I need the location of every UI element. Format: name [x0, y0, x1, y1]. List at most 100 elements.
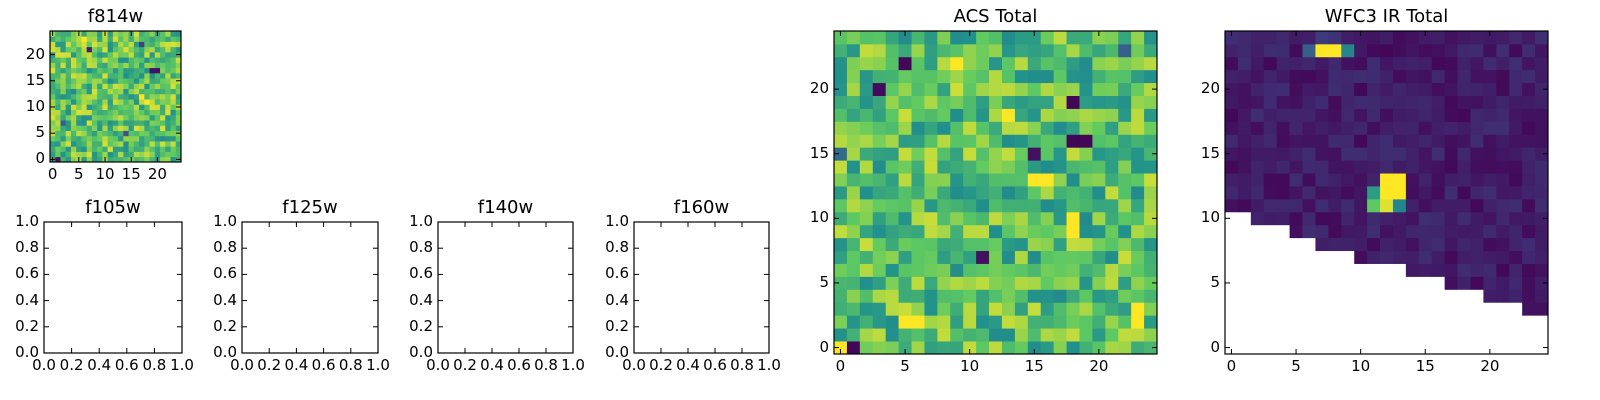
heatmap-cell: [1225, 43, 1239, 58]
y-tick-label: 20: [809, 79, 829, 98]
heatmap-cell: [91, 99, 98, 105]
x-tick-label: 0.4: [87, 356, 112, 374]
heatmap-cell: [112, 41, 119, 48]
heatmap-cell: [1263, 134, 1278, 148]
y-tick-label: 20: [25, 44, 45, 63]
heatmap-cell: [102, 135, 109, 142]
heatmap-cell: [154, 78, 161, 84]
heatmap-cell: [1027, 186, 1042, 200]
heatmap-cell: [97, 151, 103, 158]
heatmap-cell: [1367, 82, 1381, 96]
heatmap-cell: [112, 146, 119, 152]
heatmap-cell: [139, 135, 145, 142]
heatmap-cell: [1092, 250, 1106, 264]
heatmap-cell: [76, 46, 82, 53]
heatmap-cell: [1276, 56, 1290, 71]
heatmap-cell: [1144, 211, 1158, 226]
heatmap-cell: [1380, 69, 1394, 84]
heatmap-cell: [1470, 134, 1484, 148]
heatmap-cell: [872, 186, 887, 200]
x-tick-label: 5: [1291, 357, 1301, 375]
heatmap-cell: [1131, 56, 1145, 71]
heatmap-cell: [91, 78, 98, 84]
heatmap-cell: [1014, 224, 1029, 239]
heatmap-cell: [898, 43, 912, 58]
heatmap-cell: [1118, 224, 1132, 239]
heatmap-cell: [1092, 69, 1106, 84]
heatmap-cell: [1405, 160, 1420, 174]
heatmap-cell: [1354, 224, 1368, 239]
heatmap-cell: [1250, 108, 1265, 122]
heatmap-cell: [1225, 147, 1239, 161]
heatmap-cell: [160, 125, 166, 131]
heatmap-cell: [1027, 95, 1042, 109]
heatmap-cell: [976, 250, 990, 264]
heatmap-cell: [165, 99, 171, 105]
heatmap-cell: [1250, 160, 1265, 174]
heatmap-cell: [1040, 211, 1055, 226]
y-tick-label: 1.0: [213, 212, 237, 230]
heatmap-cell: [1392, 95, 1407, 109]
heatmap-cell: [1066, 198, 1080, 213]
heatmap-cell: [160, 120, 166, 126]
heatmap-cell: [97, 88, 103, 95]
heatmap-cell: [1444, 82, 1458, 96]
heatmap-cell: [924, 198, 938, 213]
heatmap-cell: [1144, 237, 1158, 252]
heatmap-cell: [1118, 95, 1132, 109]
heatmap-cell: [976, 211, 990, 226]
heatmap-cell: [1354, 134, 1368, 148]
heatmap-cell: [144, 156, 150, 163]
heatmap-cell: [112, 51, 119, 58]
heatmap-cell: [86, 141, 93, 147]
heatmap-cell: [1289, 121, 1303, 135]
heatmap-cell: [859, 211, 874, 226]
heatmap-cell: [139, 93, 145, 100]
heatmap-cell: [989, 69, 1003, 84]
heatmap-cell: [834, 147, 848, 161]
heatmap-cell: [81, 151, 88, 158]
heatmap-cell: [154, 120, 161, 126]
heatmap-cell: [170, 99, 177, 105]
heatmap-cell: [963, 43, 977, 58]
heatmap-cell: [1302, 82, 1316, 96]
heatmap-cell: [1131, 224, 1145, 239]
heatmap-cell: [149, 78, 156, 84]
heatmap-cell: [1053, 263, 1067, 277]
heatmap-cell: [107, 104, 114, 110]
heatmap-cell: [1380, 121, 1394, 135]
heatmap-cell: [834, 276, 848, 290]
heatmap-cell: [128, 151, 135, 158]
heatmap-cell: [872, 315, 887, 329]
heatmap-cell: [1380, 134, 1394, 148]
heatmap-cell: [859, 341, 874, 355]
heatmap-cell: [950, 224, 964, 239]
heatmap-cell: [91, 114, 98, 121]
heatmap-cell: [1405, 211, 1420, 226]
axes-frame: [633, 221, 770, 354]
plot-area: [49, 30, 182, 163]
heatmap-cell: [1509, 160, 1523, 174]
heatmap-cell: [950, 289, 964, 303]
heatmap-cell: [1470, 31, 1484, 45]
heatmap-cell: [1405, 56, 1420, 71]
heatmap-cell: [1535, 198, 1549, 213]
heatmap-cell: [950, 134, 964, 148]
heatmap-cell: [1225, 31, 1239, 45]
heatmap-cell: [86, 156, 93, 163]
heatmap-cell: [1263, 56, 1278, 71]
heatmap-cell: [102, 99, 109, 105]
heatmap-cell: [976, 69, 990, 84]
heatmap-cell: [1053, 250, 1067, 264]
heatmap-cell: [107, 36, 114, 42]
heatmap-cell: [70, 141, 77, 147]
heatmap-cell: [846, 173, 861, 187]
heatmap-cell: [86, 99, 93, 105]
heatmap-cell: [950, 69, 964, 84]
heatmap-cell: [834, 211, 848, 226]
heatmap-cell: [1315, 198, 1329, 213]
heatmap-cell: [144, 36, 150, 42]
heatmap-cell: [859, 289, 874, 303]
heatmap-cell: [911, 134, 925, 148]
heatmap-cell: [1431, 121, 1446, 135]
